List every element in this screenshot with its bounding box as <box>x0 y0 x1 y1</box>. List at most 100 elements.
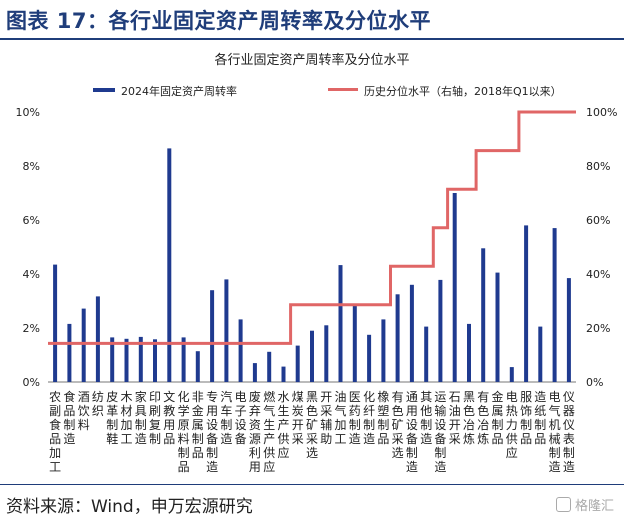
x-tick-char: 饮 <box>78 404 90 418</box>
bar <box>310 330 314 382</box>
bar <box>552 228 557 382</box>
x-tick-char: 造 <box>563 460 575 474</box>
x-tick-char: 品 <box>49 432 61 446</box>
x-tick-char: 炭 <box>292 404 304 418</box>
x-tick-char: 造 <box>349 432 361 446</box>
x-tick-char: 燃 <box>263 389 275 404</box>
bar <box>381 319 386 382</box>
x-tick-char: 表 <box>563 432 575 446</box>
x-tick-char: 气 <box>263 403 275 418</box>
x-tick-char: 化 <box>363 390 375 404</box>
x-tick-char: 产 <box>277 418 289 432</box>
y-left-tick-label: 10% <box>16 106 40 119</box>
chart-title: 各行业固定资产周转率及分位水平 <box>214 52 409 68</box>
bar <box>67 323 72 382</box>
x-tick-label: 酒饮料 <box>78 390 90 432</box>
bar <box>367 334 372 383</box>
x-tick-char: 矿 <box>392 418 404 432</box>
x-tick-char: 革 <box>106 404 118 418</box>
x-tick-char: 气 <box>549 403 561 418</box>
x-tick-char: 农 <box>49 390 61 404</box>
x-tick-char: 制 <box>206 446 218 460</box>
bar <box>281 366 286 382</box>
y-right-tick-label: 20% <box>586 322 610 335</box>
bar <box>538 326 543 382</box>
x-tick-char: 水 <box>277 390 289 404</box>
x-tick-char: 采 <box>392 432 404 446</box>
x-tick-char: 料 <box>78 418 90 432</box>
x-tick-char: 料 <box>178 432 190 446</box>
y-right-tick-label: 60% <box>586 214 610 227</box>
source-note: 资料来源：Wind，申万宏源研究 <box>6 497 253 517</box>
x-tick-char: 品 <box>534 432 546 446</box>
bar <box>481 248 486 382</box>
x-tick-char: 废 <box>249 389 261 404</box>
x-tick-char: 开 <box>320 390 332 404</box>
bars <box>53 148 571 383</box>
x-tick-char: 采 <box>306 432 318 446</box>
bar <box>153 339 157 382</box>
x-tick-char: 医 <box>349 390 361 404</box>
bar <box>452 193 457 382</box>
x-tick-char: 色 <box>477 404 489 418</box>
x-tick-char: 制 <box>406 446 418 460</box>
x-tick-char: 造 <box>63 432 75 446</box>
x-tick-char: 辅 <box>320 418 332 432</box>
x-tick-char: 刷 <box>149 404 161 418</box>
x-tick-char: 设 <box>206 418 218 432</box>
watermark-logo-icon <box>555 497 571 512</box>
x-tick-char: 饰 <box>520 404 532 418</box>
x-tick-char: 具 <box>135 404 147 418</box>
x-tick-char: 金 <box>491 389 503 404</box>
bar <box>352 305 357 382</box>
y-right-tick-label: 40% <box>586 268 610 281</box>
x-tick-char: 弃 <box>249 403 261 418</box>
chart: 各行业固定资产周转率及分位水平 2024年固定资产周转率 历史分位水平（右轴，2… <box>16 52 618 474</box>
x-tick-char: 机 <box>549 418 561 432</box>
x-tick-char: 供 <box>277 432 289 446</box>
bar <box>138 336 143 382</box>
x-tick-char: 利 <box>249 446 261 460</box>
x-tick-char: 造 <box>420 432 432 446</box>
x-tick-char: 化 <box>178 390 190 404</box>
x-tick-char: 通 <box>406 390 418 404</box>
x-tick-char: 制 <box>563 446 575 460</box>
x-tick-char: 造 <box>220 432 232 446</box>
y-left-tick-label: 4% <box>23 268 40 281</box>
legend-bar-swatch <box>93 88 115 92</box>
x-tick-char: 选 <box>392 446 404 460</box>
x-tick-char: 制 <box>106 418 118 432</box>
header: 图表 17：各行业固定资产周转率及分位水平 <box>0 0 624 40</box>
x-tick-char: 造 <box>406 460 418 474</box>
x-tick-char: 子 <box>235 404 247 418</box>
bar <box>524 225 529 382</box>
x-tick-char: 油 <box>449 404 461 418</box>
x-tick-char: 备 <box>406 432 418 446</box>
bar <box>238 319 243 382</box>
x-tick-char: 应 <box>506 445 518 460</box>
x-tick-char: 加 <box>49 446 61 460</box>
x-tick-char: 有 <box>392 390 404 404</box>
x-tick-char: 选 <box>306 446 318 460</box>
x-tick-char: 服 <box>520 390 532 404</box>
x-tick-char: 品 <box>63 404 75 418</box>
x-tick-char: 备 <box>235 432 247 446</box>
x-tick-char: 应 <box>277 445 289 460</box>
x-tick-char: 造 <box>534 390 546 404</box>
bar <box>267 351 272 382</box>
